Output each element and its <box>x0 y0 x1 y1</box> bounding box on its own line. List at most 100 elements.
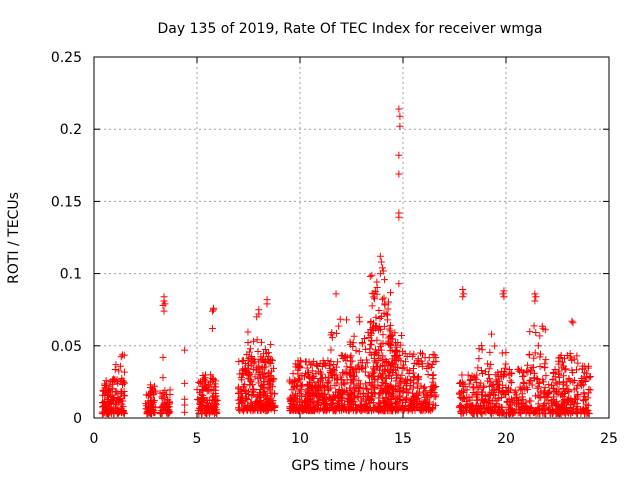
data-point <box>258 382 266 390</box>
data-point <box>350 332 358 340</box>
data-point <box>372 313 380 321</box>
data-point <box>561 355 569 363</box>
data-point <box>469 408 477 416</box>
data-point <box>508 378 516 386</box>
data-point <box>397 357 405 365</box>
data-point <box>512 387 520 395</box>
data-point <box>181 379 189 387</box>
data-point <box>239 398 247 406</box>
data-point <box>257 338 265 346</box>
data-point <box>573 366 581 374</box>
data-point <box>481 392 489 400</box>
data-point <box>164 403 172 411</box>
data-point <box>253 397 261 405</box>
data-point <box>393 398 401 406</box>
data-point <box>209 306 217 314</box>
data-point <box>398 364 406 372</box>
data-point <box>470 383 478 391</box>
data-point <box>305 374 313 382</box>
data-point <box>296 375 304 383</box>
data-point <box>246 381 254 389</box>
data-point <box>486 348 494 356</box>
data-point <box>460 389 468 397</box>
data-point <box>255 401 263 409</box>
data-point <box>194 396 202 404</box>
data-point <box>367 341 375 349</box>
data-point <box>103 410 111 418</box>
data-point <box>297 386 305 394</box>
data-point <box>498 403 506 411</box>
data-point <box>380 294 388 302</box>
data-point <box>573 384 581 392</box>
data-point <box>422 387 430 395</box>
data-point <box>536 353 544 361</box>
data-point <box>300 398 308 406</box>
data-point <box>412 391 420 399</box>
x-tick-labels: 0 5 10 15 20 25 <box>90 431 618 447</box>
data-point <box>549 369 557 377</box>
data-point <box>536 363 544 371</box>
data-point <box>313 361 321 369</box>
data-point <box>388 331 396 339</box>
data-point <box>393 343 401 351</box>
data-point <box>361 380 369 388</box>
data-point <box>471 374 479 382</box>
data-point <box>405 369 413 377</box>
data-point <box>327 346 335 354</box>
data-point <box>333 358 341 366</box>
data-point <box>546 409 554 417</box>
data-point <box>346 338 354 346</box>
data-point <box>121 368 129 376</box>
data-point <box>259 406 267 414</box>
data-point <box>388 402 396 410</box>
data-point <box>384 366 392 374</box>
data-point <box>547 381 555 389</box>
data-point <box>310 372 318 380</box>
data-point <box>105 401 113 409</box>
data-point <box>366 345 374 353</box>
data-point <box>422 400 430 408</box>
data-point <box>391 339 399 347</box>
data-point <box>100 409 108 417</box>
data-point <box>461 404 469 412</box>
data-point <box>369 368 377 376</box>
data-point <box>144 407 152 415</box>
data-point <box>262 372 270 380</box>
data-point <box>396 375 404 383</box>
data-point <box>578 382 586 390</box>
data-point <box>481 368 489 376</box>
data-point <box>457 409 465 417</box>
data-point <box>335 386 343 394</box>
data-point <box>288 386 296 394</box>
data-point <box>559 397 567 405</box>
data-point <box>493 409 501 417</box>
data-point <box>579 406 587 414</box>
data-point <box>487 360 495 368</box>
data-point <box>377 340 385 348</box>
data-point <box>405 402 413 410</box>
data-point <box>573 352 581 360</box>
data-point <box>161 390 169 398</box>
data-point <box>110 376 118 384</box>
data-point <box>579 381 587 389</box>
data-point <box>266 372 274 380</box>
data-point <box>395 151 403 159</box>
data-point <box>263 392 271 400</box>
data-point <box>490 403 498 411</box>
data-point <box>380 322 388 330</box>
data-point <box>394 407 402 415</box>
data-point <box>202 385 210 393</box>
data-point <box>533 384 541 392</box>
data-point <box>367 388 375 396</box>
data-point <box>384 388 392 396</box>
data-point <box>423 365 431 373</box>
data-point <box>537 394 545 402</box>
data-point <box>561 366 569 374</box>
data-point <box>238 357 246 365</box>
data-point <box>325 394 333 402</box>
data-point <box>270 375 278 383</box>
data-point <box>410 359 418 367</box>
data-point <box>347 398 355 406</box>
data-point <box>181 401 189 409</box>
